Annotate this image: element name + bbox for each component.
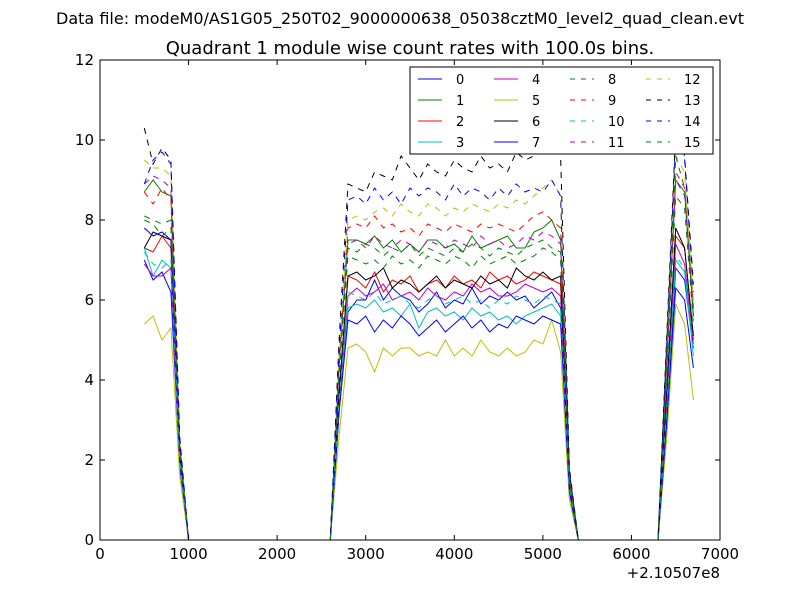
y-tick-label: 6 (84, 291, 94, 309)
y-tick-label: 8 (84, 211, 94, 229)
legend-label-13: 13 (684, 94, 701, 109)
y-tick-label: 4 (84, 371, 94, 389)
y-tick-label: 2 (84, 451, 94, 469)
series-line-5 (143, 303, 694, 540)
series-line-3 (143, 247, 694, 540)
series-line-15 (144, 155, 694, 540)
series-line-7 (143, 227, 694, 540)
legend-label-2: 2 (456, 115, 464, 130)
chart-suptitle: Data file: modeM0/AS1G05_250T02_90000006… (56, 9, 744, 29)
series-line-4 (143, 243, 694, 540)
legend-label-14: 14 (684, 115, 701, 130)
series-line-0 (143, 259, 694, 540)
x-tick-label: 5000 (524, 545, 562, 563)
legend-label-7: 7 (532, 136, 540, 151)
series-line-12 (143, 154, 694, 540)
series-line-8 (144, 194, 694, 540)
legend-label-6: 6 (532, 115, 540, 130)
x-tick-label: 1000 (169, 545, 207, 563)
legend-label-4: 4 (532, 73, 540, 88)
x-tick-label: 3000 (347, 545, 385, 563)
series-line-14 (143, 139, 694, 540)
x-axis-offset-label: +2.10507e8 (627, 564, 720, 582)
x-tick-label: 7000 (701, 545, 739, 563)
legend-label-0: 0 (456, 73, 464, 88)
y-tick-label: 0 (84, 531, 94, 549)
legend-label-8: 8 (608, 73, 616, 88)
x-tick-label: 0 (95, 545, 105, 563)
legend-label-5: 5 (532, 94, 540, 109)
legend-label-1: 1 (456, 94, 464, 109)
legend-label-12: 12 (684, 73, 701, 88)
x-tick-label: 2000 (258, 545, 296, 563)
legend-label-3: 3 (456, 136, 464, 151)
series-line-11 (143, 175, 694, 540)
legend-label-15: 15 (684, 136, 701, 151)
series-line-13 (143, 127, 694, 540)
series-line-1 (143, 178, 694, 540)
series-line-6 (143, 227, 694, 540)
chart-title: Quadrant 1 module wise count rates with … (166, 38, 655, 59)
x-tick-label: 6000 (612, 545, 650, 563)
y-tick-label: 10 (75, 131, 94, 149)
series-line-2 (144, 234, 694, 540)
legend-label-11: 11 (608, 136, 625, 151)
legend-box (409, 66, 714, 155)
legend-label-10: 10 (608, 115, 625, 130)
x-tick-label: 4000 (435, 545, 473, 563)
legend-label-9: 9 (608, 94, 616, 109)
y-tick-label: 12 (75, 51, 94, 69)
series-layer (143, 127, 694, 540)
series-line-10 (143, 251, 694, 540)
